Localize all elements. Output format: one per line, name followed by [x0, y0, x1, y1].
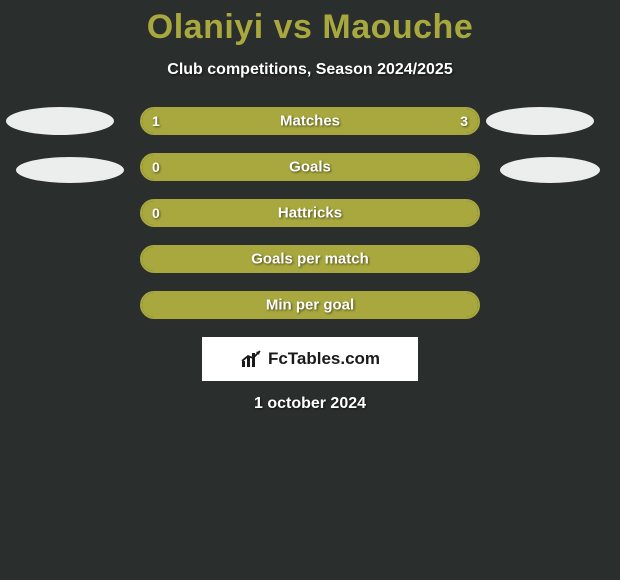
player-avatar-placeholder — [500, 157, 600, 183]
subtitle: Club competitions, Season 2024/2025 — [0, 61, 620, 79]
player-avatar-placeholder — [6, 107, 114, 135]
bar-fill-right — [142, 247, 478, 271]
stat-bar: Hattricks0 — [140, 199, 480, 227]
bars-column: Matches13Goals0Hattricks0Goals per match… — [140, 107, 480, 319]
bar-value-right: 3 — [460, 113, 468, 129]
stat-bar: Goals0 — [140, 153, 480, 181]
bar-value-left: 1 — [152, 113, 160, 129]
player1-name: Olaniyi — [147, 8, 264, 46]
bar-fill-right — [142, 155, 478, 179]
stat-bar: Matches13 — [140, 107, 480, 135]
logo-mark-icon — [240, 349, 264, 369]
page-title: Olaniyi vs Maouche — [0, 0, 620, 47]
player-avatar-placeholder — [486, 107, 594, 135]
vs-text: vs — [274, 8, 313, 46]
comparison-area: Matches13Goals0Hattricks0Goals per match… — [0, 107, 620, 319]
player2-name: Maouche — [322, 8, 473, 46]
date-text: 1 october 2024 — [0, 395, 620, 413]
source-logo: FcTables.com — [202, 337, 418, 381]
stat-bar: Min per goal — [140, 291, 480, 319]
bar-value-left: 0 — [152, 205, 160, 221]
logo-text: FcTables.com — [268, 349, 380, 369]
bar-fill-right — [142, 293, 478, 317]
bar-fill-right — [142, 201, 478, 225]
bar-value-left: 0 — [152, 159, 160, 175]
bar-fill-right — [216, 109, 478, 133]
stat-bar: Goals per match — [140, 245, 480, 273]
player-avatar-placeholder — [16, 157, 124, 183]
